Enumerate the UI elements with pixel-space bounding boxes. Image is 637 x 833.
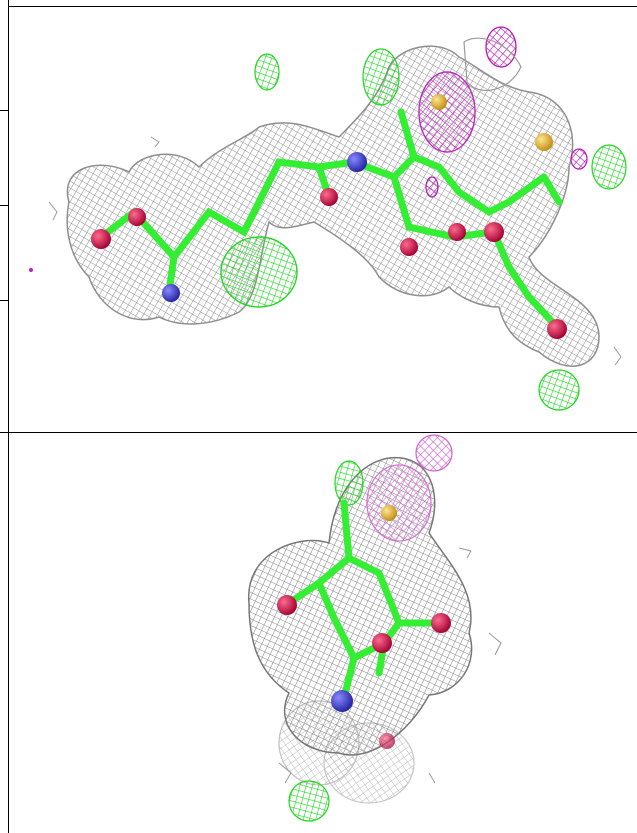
panel-divider	[0, 432, 637, 433]
top-density-panel	[9, 7, 637, 432]
top-density-image	[29, 26, 627, 411]
atom-spheres	[277, 505, 451, 749]
atom-spheres	[91, 94, 567, 339]
grey-density-mesh	[66, 45, 600, 367]
left-border	[8, 0, 9, 833]
divider-tick	[629, 432, 637, 433]
magenta-difference-density	[366, 434, 453, 542]
bottom-density-panel	[9, 433, 637, 833]
magenta-difference-density	[418, 26, 588, 198]
axis-tick	[0, 205, 8, 206]
axis-tick	[0, 110, 8, 111]
top-border	[8, 6, 637, 7]
axis-tick	[0, 300, 8, 301]
green-difference-density	[288, 460, 364, 822]
green-difference-density	[220, 48, 627, 411]
stray-mesh-fragments	[278, 547, 502, 784]
bottom-density-image	[248, 434, 502, 822]
stray-mesh-fragments	[48, 136, 622, 366]
magenta-speck	[29, 268, 33, 272]
